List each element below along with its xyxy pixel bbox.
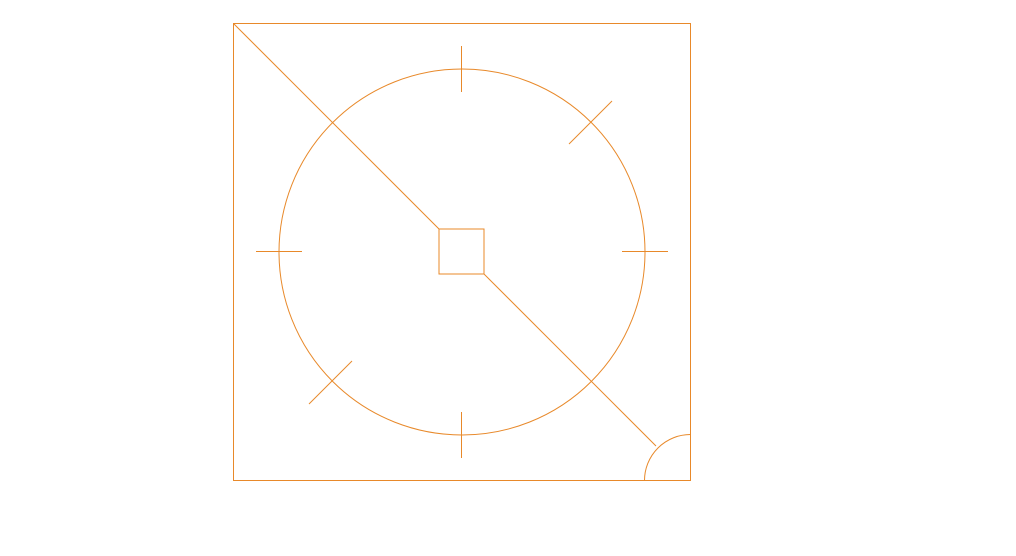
outer-square [233, 23, 691, 481]
corner-arc [644, 434, 691, 481]
diagonal-line-lower [483, 273, 657, 447]
tick-lower-left [308, 360, 353, 405]
diagonal-line-upper [233, 23, 440, 230]
center-square [438, 228, 485, 275]
tick-upper-right [568, 100, 613, 145]
